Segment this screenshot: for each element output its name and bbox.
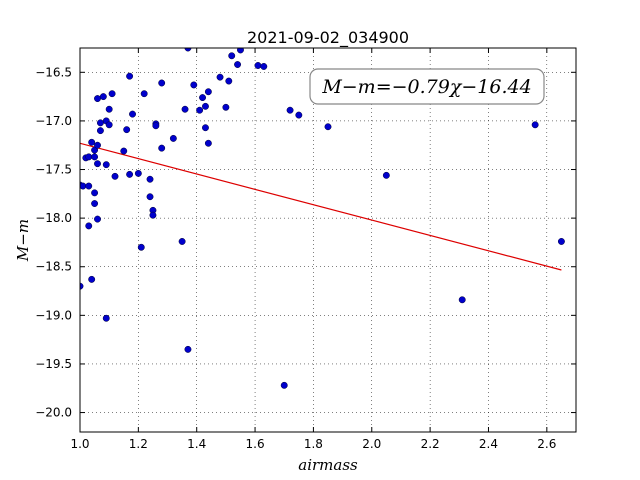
data-point — [137, 243, 145, 251]
data-point — [286, 106, 294, 114]
y-tick-label: −16.5 — [35, 65, 72, 79]
data-point — [152, 122, 160, 130]
data-point — [123, 126, 131, 134]
axis-ticks — [79, 48, 576, 432]
x-tick-label: 1.2 — [129, 437, 148, 451]
x-tick-label: 1.4 — [187, 437, 206, 451]
grid-lines — [79, 48, 576, 432]
data-point — [216, 73, 224, 81]
x-tick-label: 1.8 — [304, 437, 323, 451]
data-point — [382, 171, 390, 179]
data-point — [102, 314, 110, 322]
data-point — [146, 193, 154, 201]
data-point — [129, 110, 136, 118]
data-point — [178, 238, 186, 245]
points-layer — [80, 48, 565, 389]
data-point — [181, 105, 189, 113]
x-tick-label: 2.2 — [421, 437, 440, 451]
data-point — [88, 275, 96, 283]
data-point — [85, 222, 93, 230]
fit-line-layer — [80, 142, 562, 271]
data-point — [228, 52, 236, 60]
data-point — [94, 215, 101, 223]
data-point — [94, 141, 101, 149]
chart-title: 2021-09-02_034900 — [247, 28, 409, 48]
data-point — [108, 90, 116, 98]
data-point — [105, 121, 113, 129]
fit-equation: M−m=−0.79χ−16.44 — [321, 76, 531, 98]
data-point — [134, 169, 142, 177]
x-tick-label: 1.0 — [70, 437, 89, 451]
y-tick-label: −17.5 — [35, 163, 72, 177]
x-tick-label: 1.6 — [246, 437, 265, 451]
plot-frame — [79, 47, 577, 433]
data-point — [99, 93, 107, 101]
x-tick-label: 2.4 — [479, 437, 498, 451]
data-point — [91, 189, 99, 197]
data-point — [324, 123, 332, 131]
data-point — [204, 88, 212, 96]
data-point — [140, 90, 148, 98]
data-point — [531, 121, 539, 129]
x-tick-label: 2.6 — [537, 437, 556, 451]
fit-legend-box: M−m=−0.79χ−16.44 — [309, 68, 545, 105]
data-point — [557, 238, 565, 245]
data-point — [254, 62, 262, 69]
legend-frame — [309, 68, 545, 105]
y-tick-label: −20.0 — [35, 406, 72, 420]
data-point — [91, 200, 99, 207]
data-point — [169, 134, 177, 142]
data-point — [184, 345, 192, 353]
y-axis-label: M−m — [14, 219, 32, 262]
x-axis-label: airmass — [298, 456, 358, 474]
y-tick-label: −18.5 — [35, 260, 72, 274]
data-point — [111, 172, 119, 180]
y-tick-label: −19.5 — [35, 357, 72, 371]
data-point — [94, 160, 101, 168]
data-point — [280, 381, 288, 389]
data-point — [199, 94, 206, 102]
data-point — [190, 81, 198, 89]
data-point — [158, 144, 166, 152]
data-point — [158, 79, 166, 87]
data-point — [146, 175, 154, 183]
data-point — [102, 161, 110, 169]
fit-line — [80, 142, 562, 271]
data-point — [94, 95, 101, 103]
data-point — [204, 139, 212, 147]
data-point — [202, 102, 209, 110]
data-point — [126, 72, 134, 80]
data-point — [88, 138, 96, 146]
data-point — [120, 147, 128, 155]
data-point — [196, 106, 204, 114]
x-tick-label: 2.0 — [362, 437, 381, 451]
data-point — [202, 124, 209, 132]
data-point — [234, 61, 242, 68]
data-point — [184, 48, 192, 52]
data-point — [458, 296, 466, 304]
data-point — [225, 77, 233, 85]
y-tick-label: −17.0 — [35, 114, 72, 128]
y-tick-label: −19.0 — [35, 308, 72, 322]
y-tick-label: −18.0 — [35, 211, 72, 225]
data-point — [96, 127, 104, 135]
axis-tick-labels: 1.0 1.2 1.4 1.6 1.8 2.0 2.2 2.4 2.6 −16.5 −17.0 −17… — [35, 65, 556, 451]
data-point — [126, 170, 134, 178]
data-point — [237, 48, 244, 54]
data-point — [80, 182, 87, 190]
data-point — [105, 105, 113, 113]
data-point — [295, 111, 303, 119]
data-point — [85, 182, 93, 190]
data-point — [149, 211, 157, 219]
data-point — [260, 63, 268, 70]
data-point — [85, 153, 93, 161]
data-point — [91, 153, 99, 161]
data-point — [96, 119, 104, 127]
data-point — [222, 103, 230, 111]
